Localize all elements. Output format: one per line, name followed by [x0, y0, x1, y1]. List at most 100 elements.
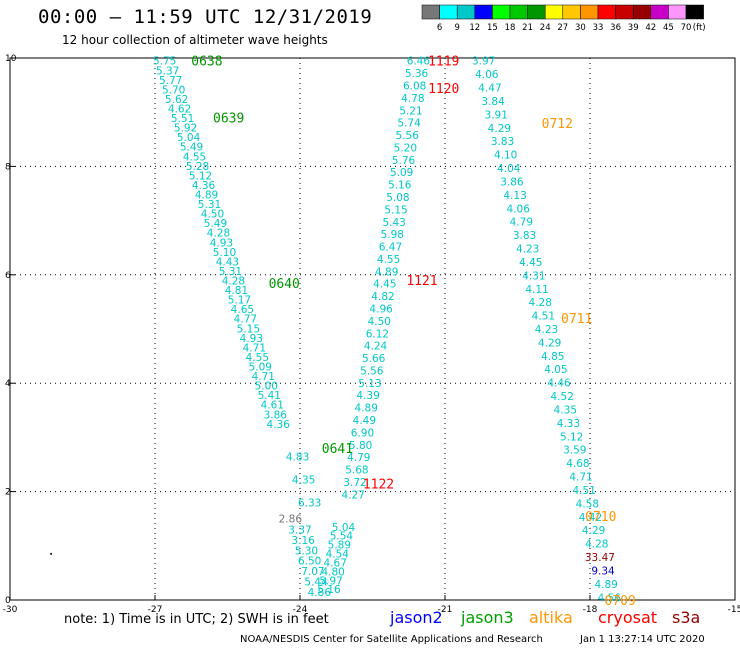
wave-height-label: 4.89 — [195, 189, 218, 201]
legend-label: 70 — [681, 23, 692, 33]
wave-height-label: 4.11 — [525, 284, 548, 296]
wave-height-label: 5.12 — [560, 431, 583, 443]
wave-height-label: 3.37 — [288, 525, 311, 537]
legend-swatch — [492, 4, 511, 20]
wave-height-label: 4.06 — [507, 203, 531, 215]
wave-height-label: 5.51 — [171, 113, 194, 125]
wave-height-label: 7.07 — [301, 566, 324, 578]
wave-height-label: 6.47 — [379, 242, 402, 254]
wave-height-label: 4.29 — [488, 123, 511, 135]
wave-height-label: 4.28 — [585, 539, 608, 551]
wave-height-label: 3.83 — [513, 230, 536, 242]
wave-height-label: 4.68 — [566, 458, 589, 470]
satellite-label-altika: altika — [529, 608, 573, 627]
wave-height-label: 4.71 — [569, 472, 592, 484]
wave-height-label: 5.70 — [162, 84, 185, 96]
wave-height-label: 5.68 — [345, 465, 368, 477]
legend-label: 33 — [593, 23, 604, 33]
legend-label: 9 — [454, 23, 459, 33]
wave-height-label: 4.93 — [210, 237, 233, 249]
pass-time-label: 0641 — [322, 442, 353, 457]
stray-dot — [50, 552, 53, 555]
tick-label-y: 6 — [5, 271, 11, 281]
wave-height-label: 4.50 — [368, 316, 391, 328]
wave-height-label: 4.80 — [321, 566, 344, 578]
pass-time-label: 0709 — [605, 594, 636, 609]
pass-time-label: 1122 — [363, 477, 394, 492]
wave-height-label: 6.90 — [351, 427, 374, 439]
pass-time-label: 1119 — [428, 55, 459, 70]
wave-height-label: 5.62 — [165, 94, 188, 106]
wave-height-label: 4.77 — [234, 314, 257, 326]
wave-height-label: 5.89 — [328, 540, 351, 552]
wave-height-label: 5.31 — [219, 266, 242, 278]
wave-height-label: 4.35 — [292, 474, 315, 486]
wave-height-label: 4.36 — [267, 419, 291, 431]
wave-height-label: 5.17 — [228, 295, 251, 307]
wave-height-label: 5.66 — [362, 353, 386, 365]
wave-height-label: 4.29 — [582, 525, 605, 537]
wave-height-label: 4.45 — [373, 279, 396, 291]
wave-height-label: 9.34 — [591, 565, 615, 577]
wave-height-label: 4.31 — [522, 270, 545, 282]
wave-height-label: 5.21 — [399, 105, 422, 117]
wave-height-label: 5.16 — [317, 584, 341, 596]
wave-height-label: 4.79 — [510, 217, 533, 229]
wave-height-label: 3.86 — [500, 176, 524, 188]
wave-height-label: 4.93 — [240, 333, 263, 345]
legend-swatch — [685, 4, 704, 20]
wave-height-label: 4.10 — [494, 150, 517, 162]
wave-height-label: 5.97 — [319, 575, 342, 587]
wave-height-label: 4.55 — [246, 352, 269, 364]
legend-swatch — [668, 4, 687, 20]
wave-height-label: 4.23 — [535, 324, 558, 336]
wave-height-label: 4.62 — [168, 103, 191, 115]
wave-height-label: 4.71 — [252, 371, 275, 383]
wave-height-label: 4.89 — [594, 579, 617, 591]
legend-swatch — [632, 4, 652, 20]
legend-swatch — [597, 4, 616, 20]
wave-height-label: 5.44 — [304, 576, 328, 588]
wave-height-label: 3.59 — [563, 445, 586, 457]
plot-area: -30 -27 -24 -21 -18 -15 0 2 4 6 8 10 — [3, 54, 740, 615]
wave-height-label: 5.49 — [180, 142, 203, 154]
wave-height-label: 5.15 — [237, 323, 260, 335]
wave-height-label: 5.31 — [198, 199, 221, 211]
wave-height-label: 5.30 — [295, 545, 318, 557]
wave-height-label: 4.35 — [554, 404, 577, 416]
wave-height-label: 4.43 — [216, 256, 239, 268]
tick-label-y: 8 — [5, 162, 11, 172]
wave-height-label: 2.86 — [279, 514, 303, 526]
tick-label-x: -18 — [583, 605, 598, 615]
wave-height-label: 4.23 — [516, 244, 539, 256]
pass-time-label: 1121 — [406, 274, 437, 289]
wave-height-label: 5.37 — [156, 65, 179, 77]
legend-swatch — [650, 4, 669, 20]
wave-height-label: 4.78 — [401, 93, 424, 105]
wave-height-label: 6.46 — [407, 56, 431, 68]
wave-height-label: 6.33 — [298, 497, 321, 509]
wave-height-label: 4.28 — [529, 297, 552, 309]
wave-height-label: 5.20 — [394, 142, 417, 154]
legend-label: 24 — [540, 23, 551, 33]
pass-time-label: 0710 — [585, 510, 616, 525]
color-legend: 6 9 12 15 18 21 24 27 30 33 36 39 42 45 70 (ft) — [421, 4, 706, 33]
wave-height-label: 4.50 — [201, 209, 224, 221]
wave-height-label: 4.06 — [475, 69, 499, 81]
wave-height-label: 4.96 — [369, 303, 393, 315]
pass-time-label: 1120 — [428, 82, 459, 97]
wave-height-label: 4.42 — [579, 512, 602, 524]
page-subtitle: 12 hour collection of altimeter wave hei… — [62, 33, 328, 47]
credit-line: NOAA/NESDIS Center for Satellite Applica… — [240, 634, 543, 645]
legend-label: 45 — [663, 23, 674, 33]
wave-height-label: 5.41 — [258, 390, 281, 402]
wave-height-label: 5.49 — [204, 218, 227, 230]
wave-height-label: 5.98 — [381, 229, 404, 241]
pass-time-label: 0640 — [269, 277, 300, 292]
tick-label-x: -24 — [293, 605, 308, 615]
wave-height-label: 5.54 — [330, 531, 354, 543]
wave-height-label: 4.54 — [326, 549, 350, 561]
wave-height-label: 5.04 — [177, 132, 201, 144]
wave-height-label: 6.08 — [403, 80, 426, 92]
